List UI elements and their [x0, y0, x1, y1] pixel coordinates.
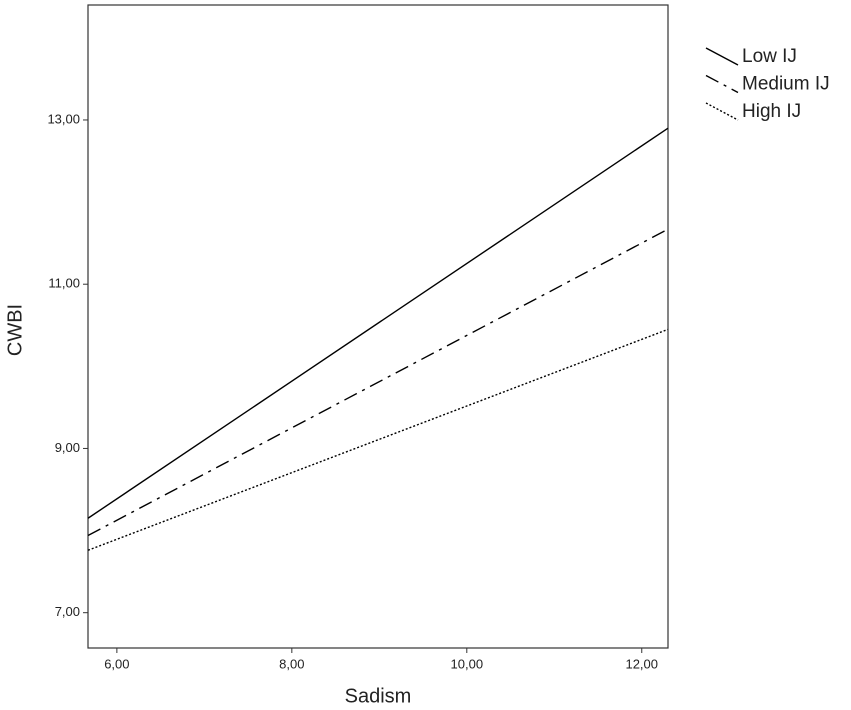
- plot-frame: [87, 4, 669, 649]
- series-line: [87, 127, 669, 519]
- y-tick-label: 9,00: [55, 440, 80, 455]
- y-tick-label: 13,00: [47, 111, 80, 126]
- x-tick-label: 10,00: [451, 656, 484, 671]
- x-tick-label: 8,00: [279, 656, 304, 671]
- y-tick-label: 7,00: [55, 604, 80, 619]
- x-tick-label: 6,00: [104, 656, 129, 671]
- legend-text: High IJ: [742, 101, 801, 122]
- legend-swatch: [705, 102, 739, 121]
- legend-text: Low IJ: [742, 46, 797, 67]
- y-tick-label: 11,00: [48, 276, 80, 291]
- y-axis-label: CWBI: [4, 304, 26, 356]
- legend-swatch: [705, 47, 739, 66]
- series-line: [87, 328, 669, 551]
- legend-swatch: [705, 74, 739, 94]
- x-tick-label: 12,00: [625, 656, 658, 671]
- series-line: [87, 228, 669, 537]
- legend-text: Medium IJ: [742, 74, 830, 95]
- x-axis-label: Sadism: [345, 685, 412, 707]
